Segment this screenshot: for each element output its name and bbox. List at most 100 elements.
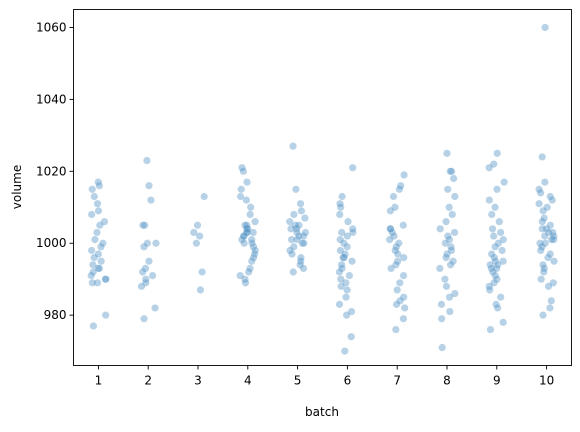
data-point [540,268,548,276]
data-point [297,254,305,262]
data-point [396,297,404,305]
data-point [392,261,400,269]
data-point [336,210,344,219]
data-point [392,325,400,334]
data-point [444,185,452,193]
data-point [151,304,159,312]
data-point [141,264,150,273]
data-point [546,250,554,258]
data-point [88,210,96,219]
data-point [292,185,300,193]
data-point [448,167,456,175]
data-point [245,268,253,276]
data-point [89,322,98,330]
data-point [251,250,259,258]
data-point [246,210,254,219]
data-point [488,210,496,219]
y-tick-label: 1000 [36,236,67,250]
data-point [102,275,110,283]
data-point [543,203,551,211]
data-point [494,239,502,247]
data-point [337,275,345,283]
data-point [536,239,544,247]
data-point [297,257,305,265]
data-point [299,232,308,240]
data-point [399,272,408,280]
data-point [386,225,395,233]
data-point [493,275,501,283]
data-point [286,218,294,226]
data-point [400,171,408,179]
data-point [500,178,508,186]
data-point [196,286,205,294]
data-point [387,264,395,273]
data-point [293,228,301,237]
data-point [241,221,249,229]
data-point [249,254,258,262]
y-tick-label: 1020 [36,164,67,178]
data-point [447,243,455,251]
data-point [539,311,547,319]
data-point [349,228,357,237]
data-point [288,236,296,244]
data-point [293,236,301,244]
data-point [437,300,446,308]
data-point [190,228,198,237]
data-point [290,210,298,219]
data-point [486,261,494,269]
data-point [336,200,344,208]
data-point [142,275,150,283]
data-point [338,192,346,201]
data-point [291,221,299,229]
data-point [349,225,357,233]
data-point [442,218,450,226]
data-point [493,185,501,193]
data-point [243,221,251,229]
data-point [490,279,498,287]
data-point [99,239,107,247]
y-tick-label: 1040 [36,92,67,106]
data-point [93,200,102,208]
data-point [152,239,160,247]
data-point [492,300,500,308]
data-point [240,232,248,240]
data-point [541,178,549,186]
data-point [338,264,346,273]
data-point [397,182,405,190]
x-tick-label: 5 [294,374,302,388]
data-point [538,243,546,251]
data-point [541,23,549,32]
data-point [139,221,147,229]
data-point [441,239,449,247]
data-point [336,246,345,255]
x-tick-label: 4 [244,374,252,388]
data-point [491,203,499,211]
data-point [236,272,244,280]
data-point [442,254,450,262]
data-point [490,160,498,168]
data-point [485,282,493,290]
data-point [494,261,502,269]
plot-frame [73,9,572,366]
data-point [95,182,103,190]
data-point [243,225,251,233]
data-point [449,257,457,265]
data-point [499,318,507,326]
data-point [498,246,506,255]
data-point [393,286,401,294]
data-point [238,236,246,244]
data-point [93,228,101,237]
data-point [345,272,353,280]
data-point [488,250,496,258]
data-point [298,239,306,247]
data-point [96,221,104,229]
data-point [547,297,555,305]
data-point [340,254,348,262]
data-point [343,243,351,251]
data-point [541,239,549,247]
data-point [145,182,153,190]
data-point [446,167,454,175]
data-point [547,236,556,244]
data-point [448,210,456,219]
data-point [400,293,408,301]
